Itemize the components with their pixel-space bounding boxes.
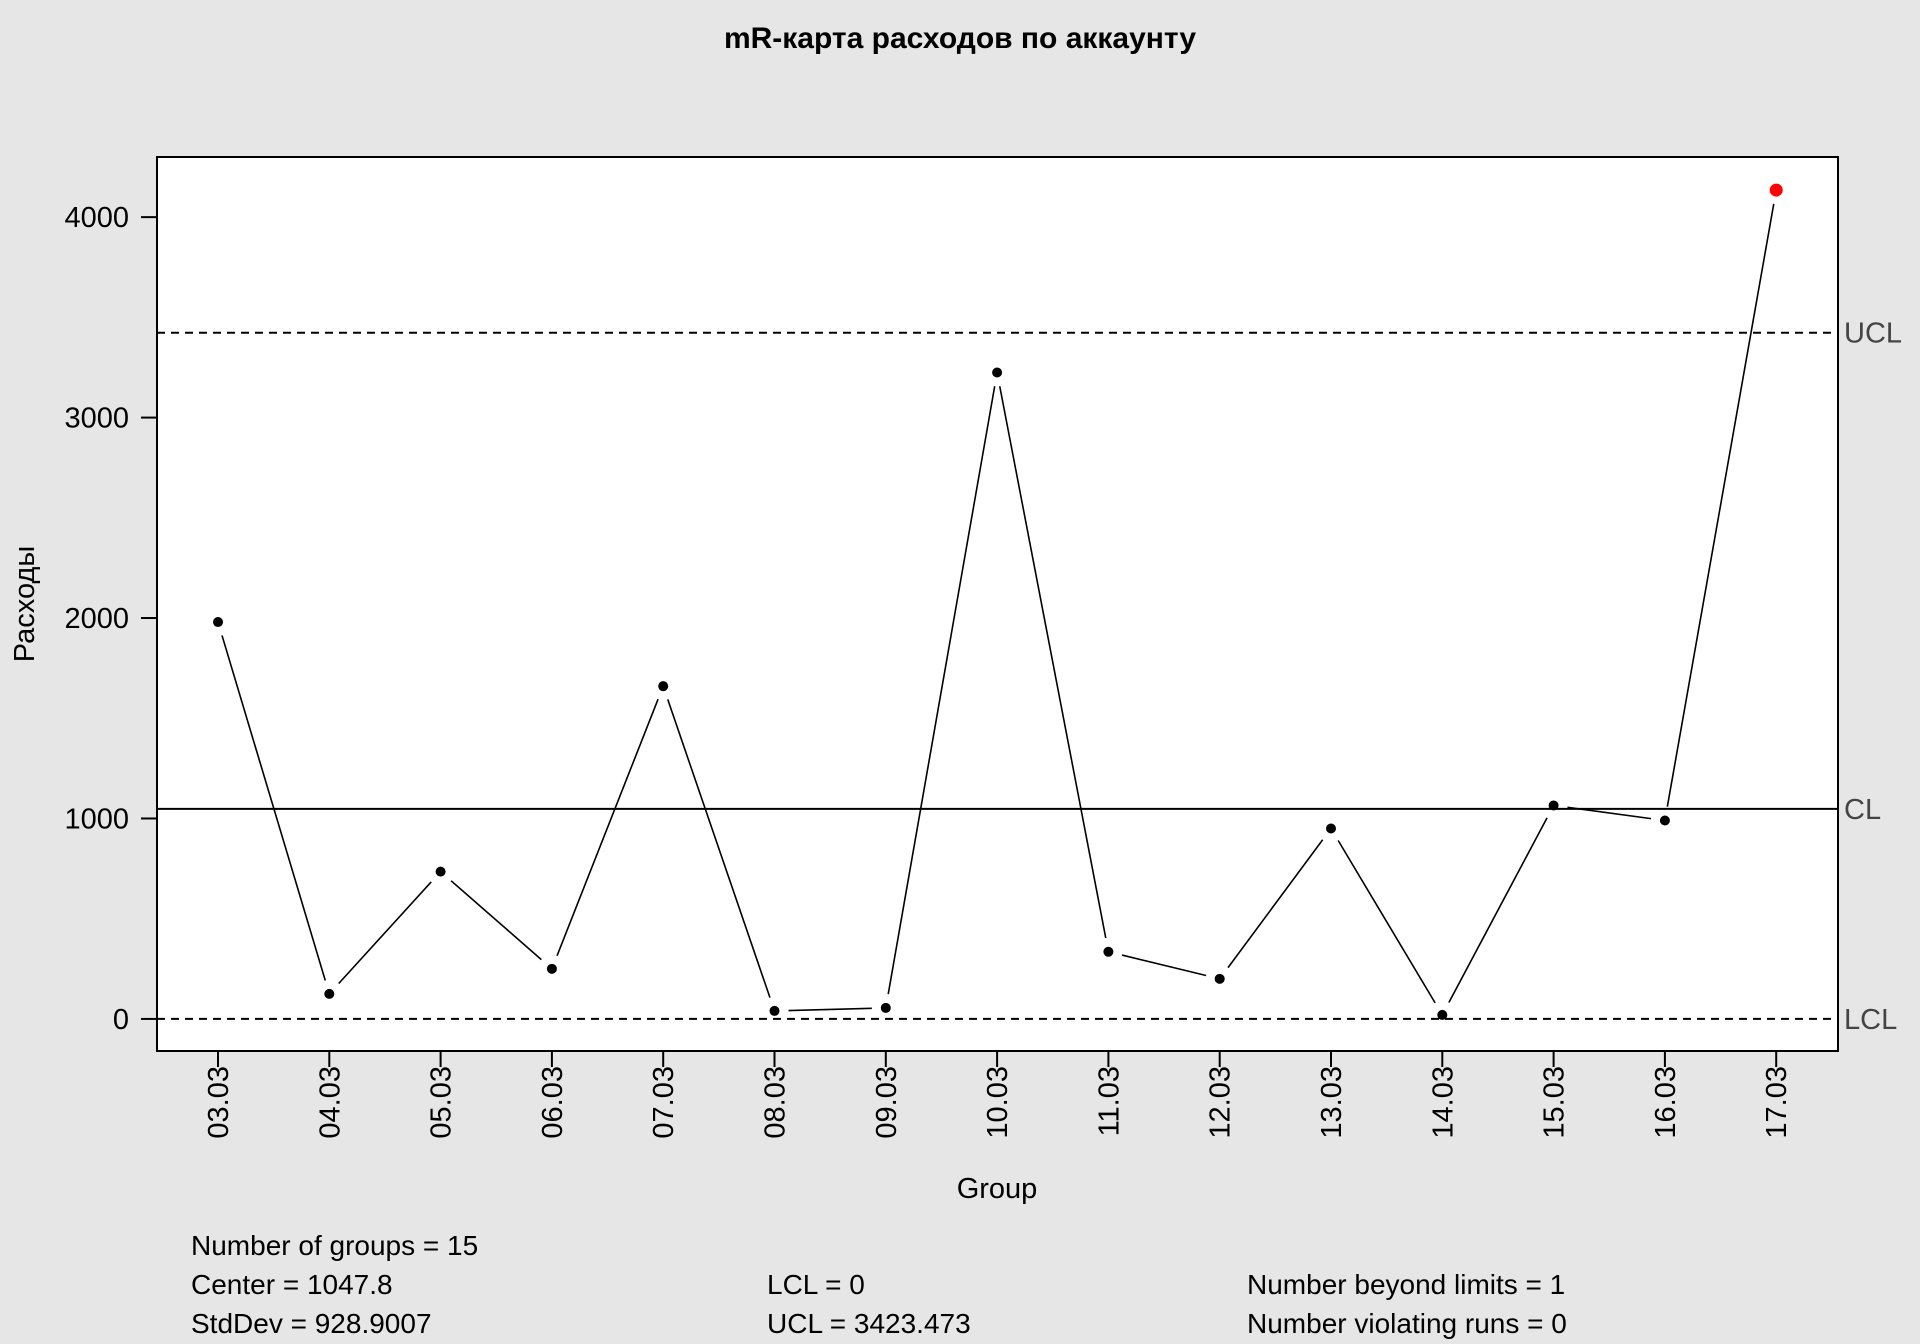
x-tick-label: 05.03 [426, 1066, 458, 1139]
x-tick-label: 10.03 [982, 1066, 1014, 1139]
series-segment [338, 881, 432, 985]
data-point [1214, 973, 1225, 984]
x-axis-label: Group [957, 1173, 1038, 1205]
data-point [769, 1005, 780, 1016]
data-point [324, 988, 335, 999]
stat-ucl: UCL = 3423.473 [767, 1308, 971, 1339]
series-segment [1227, 839, 1324, 969]
series-segment [1337, 840, 1436, 1004]
series-segment [666, 699, 771, 998]
x-tick-label: 13.03 [1316, 1066, 1348, 1139]
data-point [1548, 800, 1559, 811]
x-tick-label: 07.03 [648, 1066, 680, 1139]
control-line-label-ucl: UCL [1844, 318, 1902, 350]
stat-lcl: LCL = 0 [767, 1269, 865, 1300]
stat-number-of-groups: Number of groups = 15 [191, 1230, 479, 1261]
data-point [1326, 823, 1336, 834]
series-segment [1567, 806, 1652, 820]
series-segment [788, 1007, 872, 1012]
stat-center: Center = 1047.8 [191, 1269, 393, 1300]
data-point [880, 1002, 891, 1013]
data-point [1437, 1009, 1448, 1020]
x-tick-label: 15.03 [1539, 1066, 1571, 1139]
data-point [658, 681, 669, 692]
y-tick-label: 3000 [64, 403, 129, 435]
series-segment [1448, 817, 1548, 1003]
x-tick-label: 04.03 [314, 1066, 346, 1139]
series-segment [887, 386, 996, 995]
chart-title: mR-карта расходов по аккаунту [723, 22, 1197, 55]
x-tick-label: 11.03 [1093, 1066, 1125, 1136]
stat-violating-runs: Number violating runs = 0 [1247, 1308, 1567, 1339]
x-tick-label: 14.03 [1427, 1066, 1459, 1139]
x-tick-label: 09.03 [871, 1066, 903, 1139]
data-point [1103, 946, 1114, 957]
x-tick-label: 16.03 [1650, 1066, 1682, 1139]
x-tick-label: 12.03 [1205, 1066, 1237, 1139]
data-point [1659, 815, 1670, 826]
x-tick-label: 03.03 [203, 1066, 235, 1139]
data-point [213, 617, 223, 628]
y-tick-label: 0 [113, 1004, 129, 1036]
y-tick-label: 4000 [64, 202, 129, 234]
data-point [435, 866, 446, 877]
x-tick-label: 17.03 [1761, 1066, 1793, 1139]
control-line-label-lcl: LCL [1844, 1004, 1897, 1036]
y-axis-label: Расходы [9, 546, 41, 662]
series-segment [1666, 203, 1775, 807]
x-tick-label: 06.03 [537, 1066, 569, 1139]
series-segment [556, 698, 659, 957]
series-segment [221, 635, 327, 981]
x-tick-label: 08.03 [760, 1066, 792, 1139]
y-tick-label: 1000 [64, 803, 129, 835]
plot-area [156, 156, 1839, 1052]
control-line-label-cl: CL [1844, 794, 1881, 826]
stat-stddev: StdDev = 928.9007 [191, 1308, 432, 1339]
stat-beyond-limits: Number beyond limits = 1 [1247, 1269, 1566, 1300]
data-point [992, 367, 1003, 378]
data-point [546, 963, 557, 974]
y-tick-label: 2000 [64, 603, 129, 635]
data-point-out-of-control [1769, 183, 1783, 197]
series-segment [1121, 954, 1207, 977]
series-segment [998, 386, 1107, 939]
series-segment [450, 880, 542, 961]
